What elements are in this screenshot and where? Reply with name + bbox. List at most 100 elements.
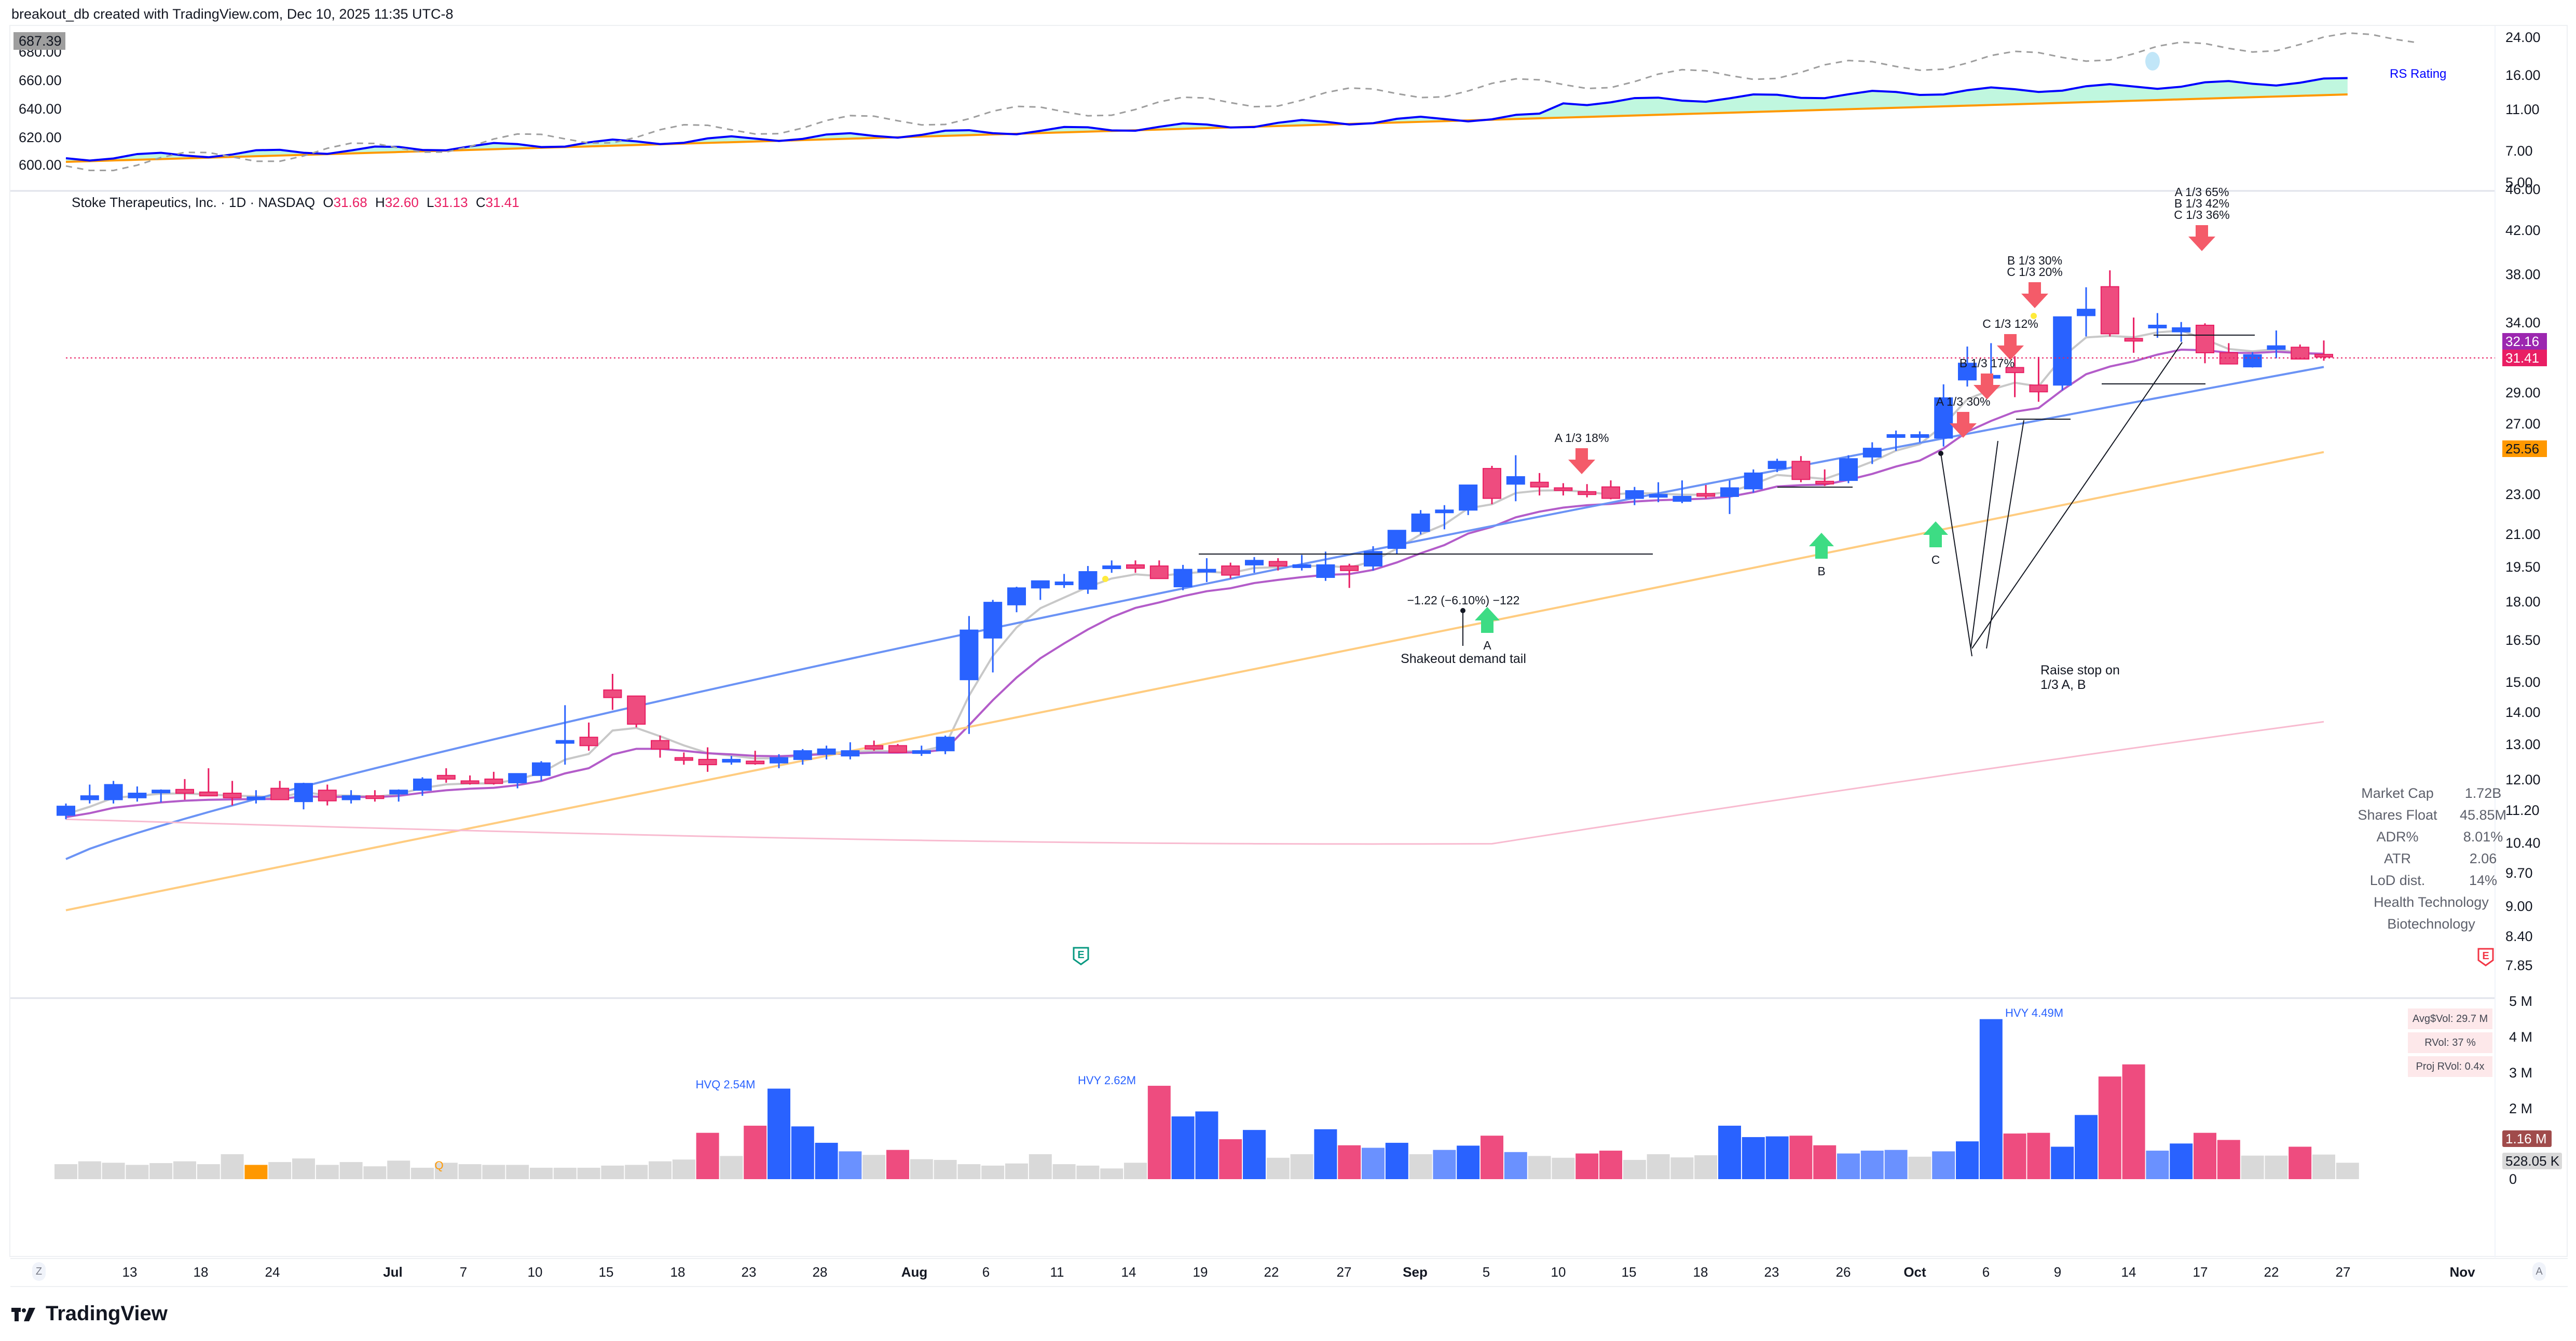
volume-bar xyxy=(1290,1154,1313,1179)
tradingview-logo[interactable]: TradingView xyxy=(11,1302,168,1325)
high-volume-label: HVY 4.49M xyxy=(2005,1006,2063,1019)
candle xyxy=(1364,546,1382,571)
volume-bar xyxy=(102,1163,125,1179)
time-axis-tick: 13 xyxy=(122,1264,138,1280)
avg-dollar-volume: Avg$Vol: 29.7 M xyxy=(2408,1008,2492,1029)
volume-bar xyxy=(625,1165,648,1179)
price-axis[interactable]: 46.00 42.00 38.00 34.00 29.00 27.00 23.00 21.00… xyxy=(13,30,2541,1187)
symbol-legend[interactable]: Stoke Therapeutics, Inc. · 1D · NASDAQ O… xyxy=(72,195,519,210)
zoom-reset-button[interactable]: Z xyxy=(32,1262,46,1281)
price-axis-label: 13.00 xyxy=(2505,737,2541,752)
volume-bar xyxy=(2312,1154,2335,1179)
volume-bar xyxy=(316,1165,339,1179)
candle xyxy=(1268,558,1287,571)
candle xyxy=(57,803,75,820)
lod-dist-value: 14% xyxy=(2469,872,2498,888)
volume-tag-current: 1.16 M xyxy=(2502,1130,2552,1147)
time-axis-tick: 18 xyxy=(1693,1264,1708,1280)
rs-axis-label: 11.00 xyxy=(2505,102,2540,117)
time-axis[interactable]: Z 13 18 24 Jul 7 10 15 18 23 28 Aug 6 11 14 19 22 27 Sep 5… xyxy=(10,1258,2568,1287)
candle xyxy=(841,742,860,759)
candle xyxy=(2172,322,2191,342)
chart-frame xyxy=(9,25,2568,1257)
time-axis-tick: 14 xyxy=(1121,1264,1136,1280)
candle xyxy=(1862,442,1882,464)
shares-float-value: 45.85M xyxy=(2459,807,2507,823)
candle xyxy=(1625,487,1644,505)
volume-bar xyxy=(1147,1086,1171,1179)
volume-bar xyxy=(2051,1146,2074,1179)
volume-bar xyxy=(1457,1145,1480,1179)
volume-bar xyxy=(2146,1151,2169,1179)
high-volume-label: HVY 2.62M xyxy=(1078,1074,1136,1087)
candle xyxy=(2291,344,2310,360)
earnings-icon[interactable]: E xyxy=(1073,947,1089,965)
volume-bar xyxy=(1338,1145,1361,1179)
candle xyxy=(1411,510,1430,535)
volume-bar xyxy=(2075,1115,2098,1179)
volume-bar xyxy=(78,1161,101,1179)
volume-bar xyxy=(1076,1165,1100,1179)
volume-bar xyxy=(1932,1151,1955,1179)
sma-150-line xyxy=(65,451,2324,911)
sell-arrow-icon xyxy=(1950,412,1977,438)
time-axis-tick: 6 xyxy=(982,1264,990,1280)
moving-averages xyxy=(65,329,2324,911)
candle xyxy=(1673,480,1692,503)
candle xyxy=(555,705,574,765)
sell-arrow-icon xyxy=(1974,374,2000,399)
rs-axis-label: 24.00 xyxy=(2505,30,2541,45)
volume-bar xyxy=(434,1163,458,1179)
stock-info-table: Market Cap 1.72B Shares Float 45.85M ADR% 8… xyxy=(2346,782,2517,935)
high-volume-label: HVQ 2.54M xyxy=(696,1078,756,1091)
volume-bar xyxy=(577,1168,600,1179)
price-tag-last: 31.41 xyxy=(2502,350,2547,366)
volume-bar xyxy=(1171,1116,1195,1179)
volume-bar xyxy=(886,1150,909,1179)
candle xyxy=(888,744,907,753)
signal-dot xyxy=(1102,576,1108,582)
rs-left-axis-label: 640.00 xyxy=(19,101,62,117)
rs-left-axis-label: 620.00 xyxy=(19,130,62,145)
volume-bar xyxy=(1314,1129,1337,1179)
price-axis-label: 11.20 xyxy=(2505,803,2540,818)
candle xyxy=(936,735,955,754)
shakeout-measure: −1.22 (−6.10%) −122 xyxy=(1407,593,1520,607)
chart-annotations: A 1/3 18% A 1/3 30% B 1/3 17% C 1/3 12% B 1/… xyxy=(434,185,2494,1172)
candle xyxy=(1126,560,1145,573)
rs-axis-label: 16.00 xyxy=(2505,67,2541,83)
volume-bar xyxy=(339,1162,363,1179)
auto-scale-button[interactable]: A xyxy=(2532,1262,2546,1281)
volume-bar xyxy=(2170,1143,2193,1179)
volume-bar xyxy=(173,1161,196,1179)
candle xyxy=(651,735,669,758)
candle xyxy=(746,751,765,765)
volume-axis-label: 2 M xyxy=(2509,1101,2532,1116)
candle xyxy=(175,779,194,800)
candle xyxy=(1197,558,1216,582)
entry-label: B xyxy=(1817,564,1825,578)
candle xyxy=(80,784,99,804)
candle xyxy=(1078,566,1098,594)
candle xyxy=(270,781,290,800)
rs-rating-label: RS Rating xyxy=(2390,67,2446,81)
earnings-icon[interactable]: E xyxy=(2477,948,2494,966)
sell-arrow-icon xyxy=(2188,225,2215,251)
volume-bar xyxy=(1362,1148,1385,1179)
candle xyxy=(436,768,456,783)
volume-bar xyxy=(1789,1136,1813,1179)
volume-bar xyxy=(1765,1136,1789,1179)
rs-left-axis-tag-text: 687.39 xyxy=(19,33,62,49)
high-value: 32.60 xyxy=(385,195,419,210)
volume-tag-average: 528.05 K xyxy=(2502,1153,2562,1169)
volume-bar xyxy=(221,1154,244,1179)
volume-bar xyxy=(1195,1111,1218,1179)
exit-label: A 1/3 30% xyxy=(1936,395,1991,408)
volume-bar xyxy=(768,1088,790,1179)
shakeout-note: Shakeout demand tail xyxy=(1401,652,1526,666)
volume-bar xyxy=(2003,1133,2026,1179)
volume-bar xyxy=(1694,1155,1718,1179)
time-axis-tick: 26 xyxy=(1835,1264,1851,1280)
volume-bar xyxy=(506,1165,529,1179)
